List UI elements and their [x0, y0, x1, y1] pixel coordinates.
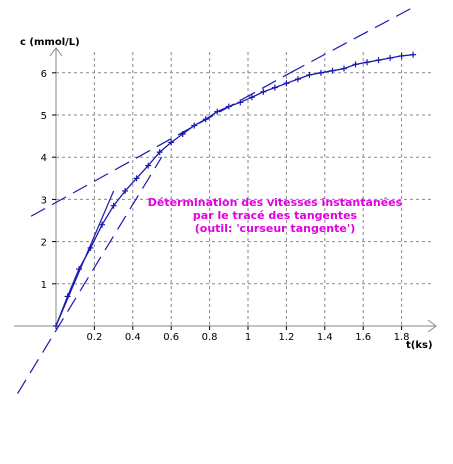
y-axis-arrow	[49, 47, 63, 57]
x-tick-label: 0.2	[86, 332, 102, 343]
x-axis-title: t(ks)	[406, 340, 433, 351]
data-point	[260, 88, 267, 95]
data-point	[202, 116, 209, 123]
annotation-line-2: par le tracé des tangentes	[193, 209, 358, 222]
y-tick-label: 4	[41, 153, 47, 164]
data-point	[410, 51, 417, 58]
data-point	[352, 61, 359, 68]
data-point	[248, 94, 255, 101]
data-point	[364, 59, 371, 66]
x-tick-label: 1.6	[355, 332, 371, 343]
x-tick-label: 1	[245, 332, 251, 343]
x-tick-label: 0.6	[163, 332, 179, 343]
data-point	[398, 52, 405, 59]
tangent-line	[17, 156, 163, 394]
data-point	[122, 187, 129, 194]
series-line	[55, 54, 414, 327]
data-point	[329, 67, 336, 74]
data-point	[375, 57, 382, 64]
y-tick-label: 6	[41, 69, 47, 80]
x-axis-arrow	[427, 319, 437, 333]
data-point	[214, 108, 221, 115]
data-point	[341, 65, 347, 72]
data-point	[306, 71, 313, 78]
x-tick-label: 0.8	[202, 332, 218, 343]
data-point	[133, 175, 140, 182]
data-point	[53, 323, 59, 329]
x-tick-labels: 0.2 0.4 0.6 0.8 1 1.2 1.4 1.6 1.8	[86, 326, 410, 343]
tangent-line	[289, 4, 418, 74]
x-tick-label: 0.4	[125, 332, 141, 343]
data-point	[168, 139, 175, 146]
data-point	[76, 266, 83, 273]
y-axis-title: c (mmol/L)	[20, 37, 80, 48]
data-point	[271, 84, 278, 91]
data-point	[64, 293, 71, 300]
tangent-line	[30, 72, 291, 217]
data-point	[99, 221, 106, 228]
y-tick-label: 2	[41, 238, 47, 249]
y-tick-label: 1	[41, 280, 47, 291]
data-point	[317, 69, 324, 76]
data-point	[110, 202, 117, 209]
x-tick-label: 1.4	[317, 332, 333, 343]
data-point	[87, 244, 94, 251]
data-series	[53, 51, 417, 329]
y-tick-label: 3	[41, 195, 47, 206]
data-point	[283, 80, 290, 87]
y-tick-label: 5	[41, 111, 47, 122]
annotation-line-1: Détermination des vitesses instantanées	[148, 196, 403, 209]
annotation-line-3: (outil: 'curseur tangente')	[195, 222, 355, 235]
data-point	[387, 55, 394, 62]
data-point	[156, 149, 163, 156]
x-tick-label: 1.8	[394, 332, 410, 343]
data-point	[294, 76, 301, 83]
y-tick-labels: 1 2 3 4 5 6	[41, 69, 56, 291]
data-point	[145, 162, 152, 169]
grid	[56, 52, 432, 326]
data-point	[225, 103, 232, 110]
axes	[14, 47, 437, 333]
x-tick-label: 1.2	[278, 332, 294, 343]
data-point	[191, 122, 198, 129]
data-point	[237, 99, 244, 106]
data-point	[179, 130, 186, 137]
